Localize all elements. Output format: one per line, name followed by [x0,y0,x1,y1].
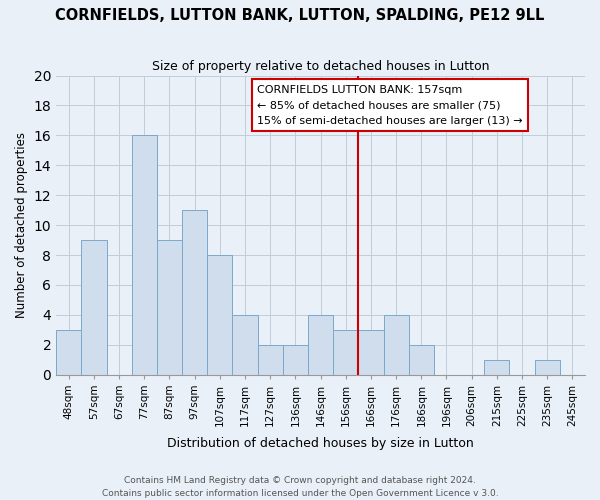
Title: Size of property relative to detached houses in Lutton: Size of property relative to detached ho… [152,60,490,73]
Bar [283,345,308,374]
Bar [207,255,232,374]
Bar [132,136,157,374]
Bar [257,345,283,374]
X-axis label: Distribution of detached houses by size in Lutton: Distribution of detached houses by size … [167,437,474,450]
Text: CORNFIELDS, LUTTON BANK, LUTTON, SPALDING, PE12 9LL: CORNFIELDS, LUTTON BANK, LUTTON, SPALDIN… [55,8,545,22]
Text: CORNFIELDS LUTTON BANK: 157sqm
← 85% of detached houses are smaller (75)
15% of : CORNFIELDS LUTTON BANK: 157sqm ← 85% of … [257,84,523,126]
Bar [232,315,257,374]
Bar [484,360,509,374]
Bar [383,315,409,374]
Bar [409,345,434,374]
Bar [535,360,560,374]
Bar [358,330,383,374]
Bar [157,240,182,374]
Y-axis label: Number of detached properties: Number of detached properties [15,132,28,318]
Bar [182,210,207,374]
Bar [333,330,358,374]
Bar [308,315,333,374]
Bar [82,240,107,374]
Text: Contains HM Land Registry data © Crown copyright and database right 2024.
Contai: Contains HM Land Registry data © Crown c… [101,476,499,498]
Bar [56,330,82,374]
